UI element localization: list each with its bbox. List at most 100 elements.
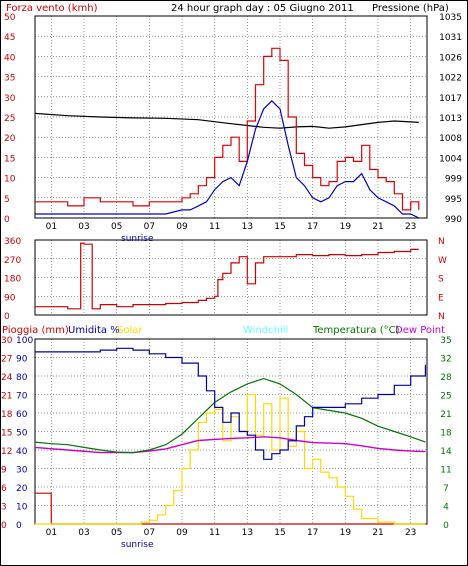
compass-y-tick: W bbox=[438, 256, 447, 266]
humidity-line bbox=[35, 347, 426, 460]
legend-humidity: Umidita % bbox=[68, 325, 120, 336]
hour-tick-top: 09 bbox=[176, 222, 188, 232]
direction-y-tick: 0 bbox=[4, 312, 10, 322]
rain-y-tick: 30 bbox=[1, 336, 13, 346]
rain-y-tick: 0 bbox=[1, 521, 7, 531]
wind-y-tick: 20 bbox=[4, 134, 16, 144]
temperature-y-tick: 32 bbox=[440, 355, 451, 365]
pressure-y-tick: 1004 bbox=[439, 154, 462, 164]
temperature-y-tick: 0 bbox=[443, 521, 449, 531]
hour-tick-top: 19 bbox=[340, 222, 352, 232]
humidity-y-tick: 80 bbox=[16, 373, 28, 383]
pressure-y-tick: 999 bbox=[445, 175, 462, 185]
temperature-y-tick: 21 bbox=[440, 410, 451, 420]
pressure-y-tick: 1035 bbox=[439, 13, 462, 23]
hour-tick-bottom: 17 bbox=[307, 528, 318, 538]
hour-tick-bottom: 07 bbox=[144, 528, 155, 538]
humidity-y-tick: 90 bbox=[16, 355, 28, 365]
hour-tick-bottom: 15 bbox=[274, 528, 285, 538]
temperature-y-tick: 4 bbox=[443, 503, 449, 513]
compass-y-tick: S bbox=[438, 275, 444, 285]
humidity-y-tick: 50 bbox=[16, 429, 28, 439]
humidity-y-tick: 40 bbox=[16, 447, 28, 457]
compass-y-tick: N bbox=[438, 237, 445, 247]
direction-y-tick: 90 bbox=[4, 293, 16, 303]
wind-y-tick: 50 bbox=[4, 13, 16, 23]
sunrise-label-top: sunrise bbox=[121, 234, 154, 244]
hour-tick-top: 21 bbox=[372, 222, 383, 232]
compass-y-tick: E bbox=[438, 293, 444, 303]
hour-tick-bottom: 09 bbox=[176, 528, 188, 538]
rain-y-tick: 3 bbox=[1, 503, 7, 513]
hour-tick-top: 13 bbox=[242, 222, 253, 232]
rain-y-tick: 27 bbox=[1, 355, 12, 365]
hour-tick-bottom: 03 bbox=[78, 528, 89, 538]
pressure-y-tick: 1031 bbox=[439, 33, 462, 43]
temperature-y-tick: 25 bbox=[440, 392, 451, 402]
hour-tick-top: 17 bbox=[307, 222, 318, 232]
wind-axis-title: Forza vento (kmh) bbox=[6, 3, 98, 14]
legend-solar: Solar bbox=[117, 325, 143, 336]
rain-y-tick: 6 bbox=[1, 484, 7, 494]
rain-y-tick: 9 bbox=[1, 466, 7, 476]
hour-tick-bottom: 13 bbox=[242, 528, 253, 538]
chart-title: 24 hour graph day : 05 Giugno 2011 bbox=[171, 3, 354, 14]
hour-tick-top: 05 bbox=[111, 222, 122, 232]
humidity-y-tick: 70 bbox=[16, 392, 28, 402]
temperature-y-tick: 11 bbox=[440, 466, 451, 476]
humidity-y-tick: 100 bbox=[16, 336, 33, 346]
humidity-y-tick: 20 bbox=[16, 484, 28, 494]
wind-y-tick: 35 bbox=[4, 74, 15, 84]
temperature-y-tick: 7 bbox=[443, 484, 449, 494]
wind-y-tick: 15 bbox=[4, 154, 15, 164]
rain-line bbox=[35, 492, 426, 525]
rain-y-tick: 12 bbox=[1, 447, 12, 457]
pressure-y-tick: 1026 bbox=[439, 53, 462, 63]
rain-y-tick: 15 bbox=[1, 429, 12, 439]
legend-dewpoint: Dew Point bbox=[395, 325, 445, 336]
compass-y-tick: N bbox=[438, 312, 445, 322]
hour-tick-top: 23 bbox=[405, 222, 416, 232]
hour-tick-bottom: 01 bbox=[46, 528, 57, 538]
humidity-y-tick: 10 bbox=[16, 503, 28, 513]
hour-tick-bottom: 19 bbox=[340, 528, 352, 538]
wind-y-tick: 40 bbox=[4, 53, 16, 63]
pressure-y-tick: 995 bbox=[445, 195, 462, 205]
wind-speed-line bbox=[35, 47, 420, 211]
rain-y-tick: 18 bbox=[1, 410, 13, 420]
direction-y-tick: 270 bbox=[4, 256, 21, 266]
legend-temperature: Temperatura (°C) bbox=[312, 325, 400, 336]
wind-y-tick: 30 bbox=[4, 94, 16, 104]
pressure-y-tick: 1008 bbox=[439, 134, 462, 144]
hour-tick-bottom: 21 bbox=[372, 528, 383, 538]
pressure-axis-title: Pressione (hPa) bbox=[372, 3, 449, 14]
legend-rain: Pioggia (mm) bbox=[2, 325, 69, 336]
solar-line bbox=[35, 393, 426, 525]
wind-y-tick: 0 bbox=[4, 215, 10, 225]
hour-tick-bottom: 11 bbox=[209, 528, 220, 538]
pressure-y-tick: 1017 bbox=[439, 94, 462, 104]
hour-tick-bottom: 23 bbox=[405, 528, 416, 538]
wind-y-tick: 10 bbox=[4, 175, 16, 185]
wind-y-tick: 45 bbox=[4, 33, 15, 43]
rain-y-tick: 24 bbox=[1, 373, 13, 383]
pressure-y-tick: 1022 bbox=[439, 74, 462, 84]
legend-windchill: Windchill bbox=[243, 325, 288, 336]
hour-tick-top: 07 bbox=[144, 222, 155, 232]
humidity-y-tick: 0 bbox=[16, 521, 22, 531]
temperature-y-tick: 18 bbox=[440, 429, 452, 439]
temperature-y-tick: 14 bbox=[440, 447, 452, 457]
hour-tick-bottom: 05 bbox=[111, 528, 122, 538]
humidity-y-tick: 60 bbox=[16, 410, 28, 420]
hour-tick-top: 01 bbox=[46, 222, 57, 232]
hour-tick-top: 11 bbox=[209, 222, 220, 232]
hour-tick-top: 03 bbox=[78, 222, 89, 232]
temperature-y-tick: 28 bbox=[440, 373, 452, 383]
direction-y-tick: 180 bbox=[4, 275, 21, 285]
humidity-y-tick: 30 bbox=[16, 466, 28, 476]
rain-y-tick: 21 bbox=[1, 392, 12, 402]
wind-average-line bbox=[35, 99, 420, 219]
